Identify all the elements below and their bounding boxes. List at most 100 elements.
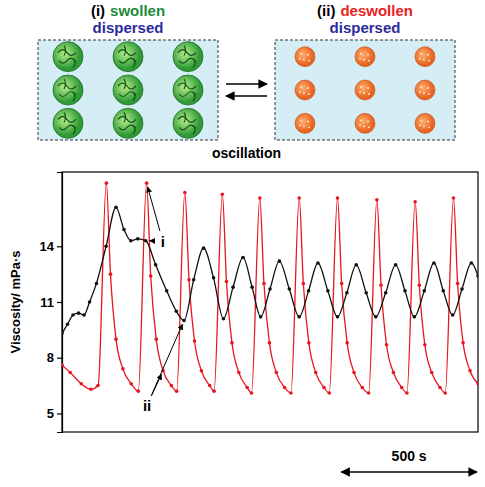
data-point [208, 384, 212, 388]
data-point [456, 282, 460, 286]
series-line [62, 207, 478, 333]
polymer-strand [124, 112, 126, 122]
y-tick-mark [57, 358, 62, 359]
data-point [364, 291, 368, 295]
data-point [149, 274, 153, 278]
particle-body [295, 80, 315, 100]
data-point [400, 386, 404, 390]
particle-speck [308, 93, 310, 95]
data-point [262, 282, 266, 286]
data-point [268, 287, 272, 291]
data-point [375, 198, 379, 202]
polymer-strand [58, 83, 76, 89]
y-tick: 11 [40, 295, 62, 310]
state-panel: (ii)deswollendispersed [275, 2, 455, 140]
swollen-particle [53, 42, 83, 72]
y-tick-label: 14 [40, 239, 55, 254]
annotation-label: ii [143, 397, 151, 414]
data-point [461, 341, 465, 345]
deswollen-particle [355, 47, 375, 67]
particle-speck [307, 87, 309, 89]
data-point [154, 337, 158, 341]
y-tick-label: 5 [47, 406, 54, 421]
particle-speck [307, 120, 309, 122]
deswollen-particle [355, 113, 375, 133]
data-point [250, 391, 254, 395]
data-point [187, 278, 191, 282]
y-tick-label: 8 [47, 350, 54, 365]
data-point [307, 289, 311, 293]
polymer-strand [124, 79, 126, 89]
data-point [245, 386, 249, 390]
polymer-strand [178, 116, 196, 122]
particle-speck [420, 53, 422, 55]
particle-body [113, 75, 143, 105]
data-point [340, 282, 344, 286]
data-point [165, 289, 169, 293]
data-point [192, 278, 196, 282]
transition-arrow [226, 83, 267, 85]
deswollen-particle [295, 47, 315, 67]
polymer-strand [58, 50, 76, 56]
data-point [327, 391, 331, 395]
data-point [182, 319, 186, 323]
swollen-particle [113, 75, 143, 105]
transition-arrow [226, 95, 267, 97]
data-point [237, 371, 241, 375]
data-point [297, 196, 301, 200]
polymer-strand [178, 50, 196, 56]
particle-speck [419, 91, 421, 93]
particle-speck [368, 93, 370, 95]
data-point [345, 291, 349, 295]
swollen-particle [53, 108, 83, 138]
particle-body [113, 42, 143, 72]
particle-speck [428, 126, 430, 128]
data-point [289, 391, 293, 395]
data-point [423, 343, 427, 347]
data-point [476, 382, 478, 386]
data-point [336, 315, 340, 319]
particle-body [173, 75, 203, 105]
data-point [114, 337, 118, 341]
data-point [77, 311, 81, 315]
data-point [430, 371, 434, 375]
data-point [79, 382, 83, 386]
data-point [114, 205, 118, 209]
polymer-strand [184, 112, 186, 122]
diagram: (i)swollendispersed (ii)deswollendisperse… [38, 2, 455, 161]
particle-body [355, 47, 375, 67]
polymer-strand [118, 83, 136, 89]
particle-speck [368, 126, 370, 128]
data-point [468, 369, 472, 373]
data-point [212, 389, 216, 393]
data-point [230, 341, 234, 345]
data-point [374, 315, 378, 319]
chart: 581114Viscosity/ mPa·siii500 s [8, 172, 480, 472]
particle-speck [419, 58, 421, 60]
data-point [360, 386, 364, 390]
state-panel: (i)swollendispersed [38, 2, 218, 140]
data-point [95, 282, 99, 286]
y-tick-label: 11 [40, 295, 54, 310]
polymer-strand [178, 83, 196, 89]
particle-speck [300, 119, 302, 121]
polymer-strand [184, 79, 186, 89]
data-point [413, 200, 417, 204]
data-point [405, 391, 409, 395]
scale-bar: 500 s [341, 448, 477, 472]
data-point [144, 239, 148, 243]
y-axis: 5 8 11 14 [40, 173, 63, 433]
particle-body [53, 42, 83, 72]
data-point [379, 283, 383, 287]
figure: (i)swollendispersed (ii)deswollendisperse… [0, 0, 485, 487]
particle-speck [423, 125, 425, 127]
data-point [154, 263, 158, 267]
data-point [451, 313, 455, 317]
data-point [145, 181, 149, 185]
swollen-particle [113, 108, 143, 138]
particle-speck [420, 119, 422, 121]
y-tick: 14 [40, 239, 62, 254]
data-point [432, 261, 436, 265]
data-point [385, 343, 389, 347]
particle-speck [308, 126, 310, 128]
